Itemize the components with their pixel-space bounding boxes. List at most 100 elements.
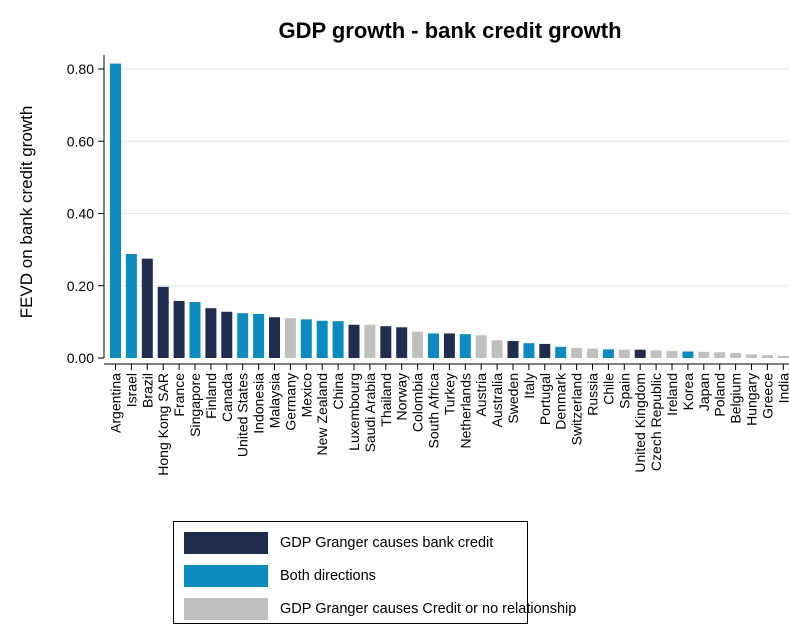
x-tick-label: Hungary xyxy=(744,373,760,426)
legend-item-none: GDP Granger causes Credit or no relation… xyxy=(184,598,576,620)
x-tick-label: Germany xyxy=(282,373,298,431)
legend-label-gdp: GDP Granger causes bank credit xyxy=(280,535,494,551)
bar xyxy=(746,354,757,358)
legend-label-none: GDP Granger causes Credit or no relation… xyxy=(280,601,577,617)
legend-label-both: Both directions xyxy=(280,568,376,584)
bar xyxy=(475,335,487,358)
bar xyxy=(491,340,503,358)
y-tick-label: 0.60 xyxy=(67,133,94,149)
bar xyxy=(666,350,678,358)
chart-title: GDP growth - bank credit growth xyxy=(278,18,621,43)
bar xyxy=(189,302,201,358)
x-tick-label: Korea xyxy=(680,373,696,411)
bar xyxy=(587,348,598,358)
x-tick-label: Argentina xyxy=(108,373,124,433)
x-tick-label: India xyxy=(775,373,789,404)
bar xyxy=(332,321,344,358)
legend-swatch-none xyxy=(184,598,268,620)
x-tick-label: Norway xyxy=(394,373,410,420)
bar xyxy=(348,324,360,358)
bar xyxy=(157,286,169,358)
bar xyxy=(523,343,535,358)
y-tick-label: 0.40 xyxy=(67,206,94,222)
bar xyxy=(364,324,376,358)
x-tick-label: Australia xyxy=(489,373,505,428)
bar xyxy=(714,352,726,358)
x-tick-label: Saudi Arabia xyxy=(362,373,378,453)
bar xyxy=(253,313,265,358)
bar xyxy=(396,327,408,358)
x-tick-label: Japan xyxy=(696,373,712,411)
bar xyxy=(443,333,455,358)
bar xyxy=(571,347,583,358)
x-tick-label: Switzerland xyxy=(569,373,585,445)
bar xyxy=(110,63,121,359)
x-tick-label: Ireland xyxy=(664,373,680,416)
bar xyxy=(539,343,551,358)
x-tick-label: Malaysia xyxy=(267,373,283,428)
x-tick-label: Italy xyxy=(521,373,537,399)
y-tick-label: 0.80 xyxy=(67,61,94,77)
x-tick-label: Russia xyxy=(585,373,601,416)
y-tick-label: 0.00 xyxy=(67,350,94,366)
x-tick-label: Indonesia xyxy=(251,373,267,434)
bar xyxy=(300,319,312,358)
x-tick-label: Netherlands xyxy=(457,373,473,449)
x-tick-label: New Zealand xyxy=(314,373,330,456)
bar xyxy=(555,346,567,358)
x-tick-label: Hong Kong SAR xyxy=(155,373,171,476)
bar xyxy=(141,258,153,358)
x-tick-label: United Kingdom xyxy=(632,373,648,473)
bar xyxy=(205,308,217,358)
x-tick-label: France xyxy=(171,373,187,417)
bar xyxy=(221,311,233,358)
legend-item-both: Both directions xyxy=(184,565,376,587)
bar xyxy=(761,355,773,358)
x-tick-label: Mexico xyxy=(298,373,314,418)
x-tick-label: Luxembourg xyxy=(346,373,362,451)
x-tick-label: Poland xyxy=(712,373,728,417)
bar xyxy=(380,326,392,358)
x-tick-label: Belgium xyxy=(728,373,744,424)
legend-swatch-gdp xyxy=(184,532,268,554)
x-tick-label: Israel xyxy=(123,373,139,407)
bar xyxy=(237,313,249,358)
x-tick-label: Thailand xyxy=(378,373,394,427)
bar xyxy=(284,318,296,358)
bar xyxy=(459,334,471,358)
bar xyxy=(125,253,137,358)
x-tick-label: Finland xyxy=(203,373,219,419)
x-tick-label: Turkey xyxy=(441,373,457,415)
bar xyxy=(730,352,742,358)
bar xyxy=(173,300,185,358)
gridlines xyxy=(106,68,789,287)
x-tick-label: Chile xyxy=(600,373,616,405)
bar xyxy=(682,351,694,358)
bar xyxy=(428,333,439,358)
bar xyxy=(316,320,328,358)
bar xyxy=(412,331,424,358)
bar xyxy=(777,355,789,358)
bar xyxy=(618,349,630,358)
x-tick-label: Austria xyxy=(473,373,489,417)
bar xyxy=(507,341,519,358)
x-tick-label: Czech Republic xyxy=(648,373,664,471)
bars xyxy=(110,63,789,359)
bar xyxy=(698,351,710,358)
x-tick-label: Brazil xyxy=(139,373,155,408)
x-tick-label: Greece xyxy=(759,373,775,419)
x-tick-label: Colombia xyxy=(410,373,426,432)
y-axis-label: FEVD on bank credit growth xyxy=(17,106,36,319)
legend-swatch-both xyxy=(184,565,268,587)
y-axis: 0.00 0.20 0.40 0.60 0.80 xyxy=(67,55,105,366)
x-tick-label: Spain xyxy=(616,373,632,409)
legend-item-gdp: GDP Granger causes bank credit xyxy=(184,532,493,554)
bar xyxy=(634,349,646,358)
x-tick-label: United States xyxy=(235,373,251,457)
legend: GDP Granger causes bank credit Both dire… xyxy=(173,521,576,624)
x-tick-label: China xyxy=(330,373,346,410)
bar xyxy=(650,350,662,358)
x-tick-label: Singapore xyxy=(187,373,203,437)
x-axis: Argentina Israel Brazil Hong Kong SAR France… xyxy=(104,363,789,476)
